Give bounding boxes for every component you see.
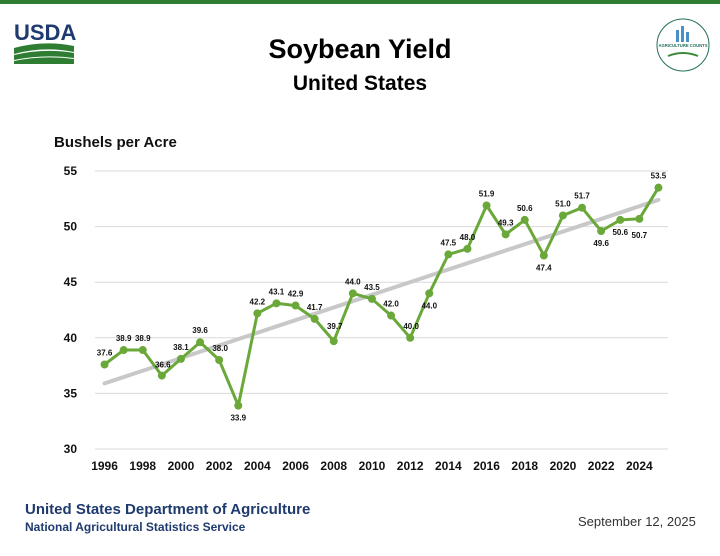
x-tick-label-2022: 2022 [588,459,615,473]
data-point-2023 [616,215,625,224]
data-label-2010: 43.5 [364,283,380,292]
data-point-2009 [348,289,357,298]
footer-date: September 12, 2025 [578,514,696,529]
trend-line [102,197,661,386]
yield-series-line [103,186,660,408]
x-tick-label-2008: 2008 [320,459,347,473]
data-point-1998 [138,346,147,355]
x-tick-label-2018: 2018 [511,459,538,473]
data-point-1999 [157,371,166,380]
data-label-2004: 42.2 [250,297,266,306]
x-tick-label-2002: 2002 [206,459,233,473]
x-tick-label-2016: 2016 [473,459,500,473]
data-point-2011 [387,311,396,320]
data-label-2014: 47.5 [441,238,457,247]
header-rule [0,0,720,4]
data-point-2000 [176,354,185,363]
x-tick-label-2020: 2020 [550,459,577,473]
data-label-2009: 44.0 [345,277,361,286]
data-point-2017 [501,230,510,239]
x-tick-label-2024: 2024 [626,459,653,473]
y-tick-label-50: 50 [64,220,78,234]
x-tick-label-2004: 2004 [244,459,271,473]
footer-service: National Agricultural Statistics Service [25,520,246,534]
data-label-2017: 49.3 [498,218,514,227]
data-label-2022: 49.6 [593,239,609,248]
data-point-2015 [463,244,472,253]
data-point-1997 [119,346,128,355]
data-point-2007 [310,314,319,323]
data-point-2014 [444,250,453,259]
x-tick-label-2006: 2006 [282,459,309,473]
data-label-1997: 38.9 [116,334,132,343]
x-tick-label-2012: 2012 [397,459,424,473]
data-label-2013: 44.0 [421,301,437,310]
y-tick-label-55: 55 [64,164,78,178]
data-label-1998: 38.9 [135,334,151,343]
x-tick-label-1998: 1998 [129,459,156,473]
data-point-2016 [482,201,491,210]
data-label-2021: 51.7 [574,192,590,201]
data-point-2018 [520,215,529,224]
y-tick-label-40: 40 [64,331,78,345]
y-tick-label-30: 30 [64,442,78,456]
data-label-2020: 51.0 [555,199,571,208]
data-label-2023: 50.6 [612,228,628,237]
data-point-2019 [539,251,548,260]
data-label-2018: 50.6 [517,204,533,213]
data-point-2005 [272,299,281,308]
data-label-2008: 39.7 [327,322,343,331]
chart-title: Soybean Yield [268,34,452,64]
data-label-2011: 42.0 [383,300,399,309]
x-tick-label-2010: 2010 [359,459,386,473]
data-point-2024 [635,214,644,223]
data-point-2010 [367,294,376,303]
ag-logo-text: AGRICULTURE COUNTS [658,43,707,48]
data-point-2004 [253,309,262,318]
data-label-2015: 48.0 [460,233,476,242]
data-label-2012: 40.0 [403,322,419,331]
y-tick-label-35: 35 [64,386,78,400]
x-tick-label-2000: 2000 [168,459,195,473]
x-tick-label-1996: 1996 [91,459,118,473]
data-point-2003 [234,401,243,410]
data-point-2020 [558,211,567,220]
data-label-2000: 38.1 [173,343,189,352]
data-label-1996: 37.6 [97,348,113,357]
data-label-2003: 33.9 [230,414,246,423]
data-label-2016: 51.9 [479,189,495,198]
data-point-1996 [100,360,109,369]
data-label-2024: 50.7 [632,231,648,240]
data-point-2012 [406,333,415,342]
chart-subtitle: United States [292,72,428,95]
data-point-2021 [578,203,587,212]
data-point-2001 [196,338,205,347]
y-tick-label-45: 45 [64,275,78,289]
agriculture-counts-logo: AGRICULTURE COUNTS [655,17,711,73]
data-label-2007: 41.7 [307,303,323,312]
footer-agency: United States Department of Agriculture [25,501,311,518]
usda-logo-text: USDA [14,20,76,45]
data-label-2002: 38.0 [212,344,228,353]
data-point-2013 [425,289,434,298]
data-label-2001: 39.6 [192,326,208,335]
data-point-2025 [654,183,663,192]
data-point-2006 [291,301,300,310]
data-point-2022 [597,227,606,236]
data-label-2005: 43.1 [269,287,285,296]
y-axis-label: Bushels per Acre [54,134,177,151]
data-point-2002 [215,356,224,365]
data-label-1999: 36.6 [155,361,171,370]
data-label-2019: 47.4 [536,264,552,273]
data-label-2006: 42.9 [288,290,304,299]
x-tick-label-2014: 2014 [435,459,462,473]
data-point-2008 [329,337,338,346]
usda-logo: USDA [14,20,76,64]
data-label-2025: 53.5 [651,172,667,181]
